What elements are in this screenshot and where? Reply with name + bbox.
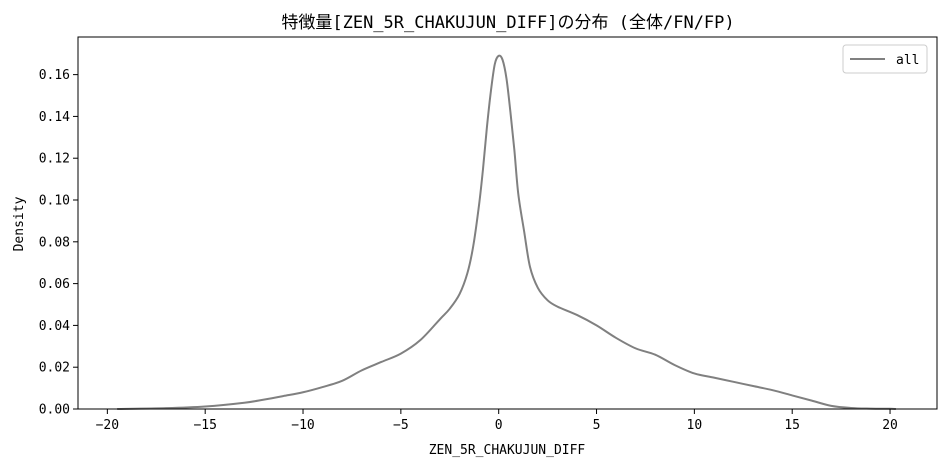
x-tick-label: 0 [495, 418, 503, 433]
x-tick-label: −20 [96, 418, 119, 433]
y-tick-label: 0.12 [39, 152, 70, 167]
y-axis-label: Density [12, 196, 27, 251]
x-axis: −20 −15 −10 −5 0 5 10 15 20 [96, 409, 898, 433]
y-tick-label: 0.14 [39, 110, 70, 125]
plot-area [117, 54, 896, 410]
y-tick-label: 0.10 [39, 194, 70, 209]
y-tick-label: 0.06 [39, 277, 70, 292]
x-axis-label: ZEN_5R_CHAKUJUN_DIFF [429, 443, 586, 458]
x-tick-label: −5 [393, 418, 409, 433]
y-tick-label: 0.16 [39, 68, 70, 83]
y-tick-label: 0.02 [39, 361, 70, 376]
y-tick-label: 0.00 [39, 403, 70, 418]
y-tick-label: 0.08 [39, 235, 70, 250]
y-tick-label: 0.04 [39, 319, 70, 334]
y-axis: 0.00 0.02 0.04 0.06 0.08 0.10 0.12 0.14 0.16 [39, 68, 78, 418]
x-tick-label: 10 [687, 418, 703, 433]
x-tick-label: 20 [882, 418, 898, 433]
legend-label-all: all [896, 53, 919, 68]
chart-title: 特徴量[ZEN_5R_CHAKUJUN_DIFF]の分布 (全体/FN/FP) [281, 13, 734, 33]
x-tick-label: 15 [784, 418, 800, 433]
x-tick-label: −15 [193, 418, 216, 433]
x-tick-label: 5 [593, 418, 601, 433]
x-tick-label: −10 [291, 418, 314, 433]
legend: all [842, 44, 928, 74]
series-line-all [117, 54, 896, 410]
plot-frame [77, 36, 938, 410]
